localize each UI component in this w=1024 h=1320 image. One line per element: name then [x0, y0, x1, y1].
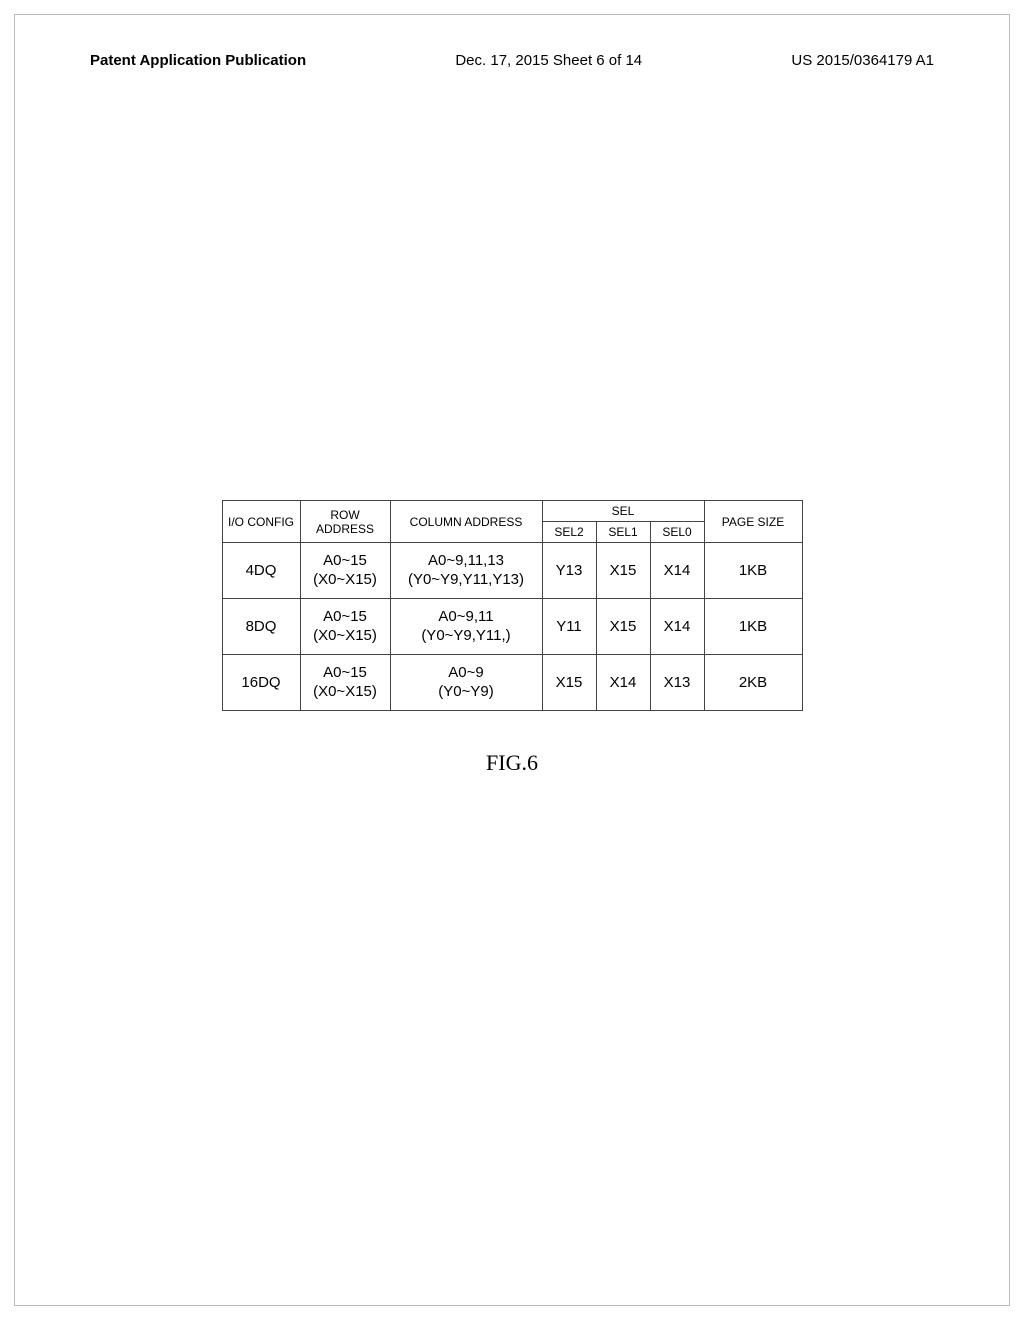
date-and-sheet: Dec. 17, 2015 Sheet 6 of 14 [455, 52, 642, 69]
cell-sel2: Y13 [542, 543, 596, 599]
cell-column-address: A0~9 (Y0~Y9) [390, 655, 542, 711]
content-area: I/O CONFIG ROW ADDRESS COLUMN ADDRESS SE… [0, 500, 1024, 711]
cell-sel1: X14 [596, 655, 650, 711]
header-sel1: SEL1 [596, 522, 650, 543]
header-row-address: ROW ADDRESS [300, 501, 390, 543]
header-page-size: PAGE SIZE [704, 501, 802, 543]
cell-column-address: A0~9,11,13 (Y0~Y9,Y11,Y13) [390, 543, 542, 599]
cell-col-line2: (Y0~Y9,Y11,Y13) [391, 571, 542, 590]
cell-page-size: 1KB [704, 599, 802, 655]
cell-col-line1: A0~9,11 [391, 608, 542, 627]
cell-col-line1: A0~9 [391, 664, 542, 683]
header-sel2: SEL2 [542, 522, 596, 543]
cell-sel0: X14 [650, 599, 704, 655]
cell-sel2: X15 [542, 655, 596, 711]
cell-col-line1: A0~9,11,13 [391, 552, 542, 571]
cell-sel0: X13 [650, 655, 704, 711]
publication-number: US 2015/0364179 A1 [791, 52, 934, 69]
figure-caption: FIG.6 [0, 750, 1024, 776]
cell-row-line1: A0~15 [301, 608, 390, 627]
cell-row-line2: (X0~X15) [301, 571, 390, 590]
cell-row-line1: A0~15 [301, 552, 390, 571]
cell-sel1: X15 [596, 599, 650, 655]
cell-col-line2: (Y0~Y9,Y11,) [391, 627, 542, 646]
header-io-config: I/O CONFIG [222, 501, 300, 543]
cell-io: 8DQ [222, 599, 300, 655]
cell-row-address: A0~15 (X0~X15) [300, 655, 390, 711]
cell-sel1: X15 [596, 543, 650, 599]
page-header: Patent Application Publication Dec. 17, … [90, 52, 934, 69]
cell-io: 16DQ [222, 655, 300, 711]
cell-row-line1: A0~15 [301, 664, 390, 683]
cell-sel2: Y11 [542, 599, 596, 655]
config-table: I/O CONFIG ROW ADDRESS COLUMN ADDRESS SE… [222, 500, 803, 711]
cell-row-line2: (X0~X15) [301, 683, 390, 702]
cell-row-address: A0~15 (X0~X15) [300, 599, 390, 655]
header-sel0: SEL0 [650, 522, 704, 543]
cell-io: 4DQ [222, 543, 300, 599]
cell-col-line2: (Y0~Y9) [391, 683, 542, 702]
table-header: I/O CONFIG ROW ADDRESS COLUMN ADDRESS SE… [222, 501, 802, 543]
header-column-address: COLUMN ADDRESS [390, 501, 542, 543]
table-body: 4DQ A0~15 (X0~X15) A0~9,11,13 (Y0~Y9,Y11… [222, 543, 802, 711]
cell-sel0: X14 [650, 543, 704, 599]
cell-page-size: 1KB [704, 543, 802, 599]
table-row: 4DQ A0~15 (X0~X15) A0~9,11,13 (Y0~Y9,Y11… [222, 543, 802, 599]
publication-title: Patent Application Publication [90, 52, 306, 69]
cell-row-address: A0~15 (X0~X15) [300, 543, 390, 599]
table-row: 16DQ A0~15 (X0~X15) A0~9 (Y0~Y9) X15 X14… [222, 655, 802, 711]
cell-row-line2: (X0~X15) [301, 627, 390, 646]
cell-column-address: A0~9,11 (Y0~Y9,Y11,) [390, 599, 542, 655]
header-sel-group: SEL [542, 501, 704, 522]
table-row: 8DQ A0~15 (X0~X15) A0~9,11 (Y0~Y9,Y11,) … [222, 599, 802, 655]
cell-page-size: 2KB [704, 655, 802, 711]
